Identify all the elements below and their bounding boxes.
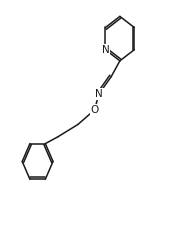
Text: O: O bbox=[90, 105, 99, 115]
Text: N: N bbox=[95, 89, 103, 99]
Text: N: N bbox=[102, 45, 109, 55]
